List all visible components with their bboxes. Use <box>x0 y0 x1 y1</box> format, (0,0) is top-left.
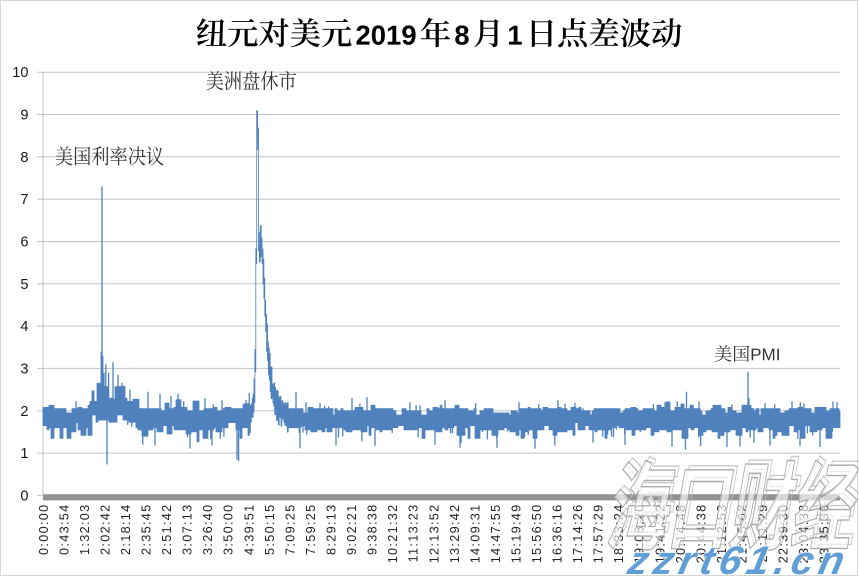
svg-text:11:13:23: 11:13:23 <box>407 504 421 563</box>
svg-text:2:51:42: 2:51:42 <box>160 504 174 555</box>
svg-text:8: 8 <box>20 150 28 166</box>
svg-text:9:38:38: 9:38:38 <box>366 504 380 555</box>
svg-text:3:50:00: 3:50:00 <box>222 504 236 555</box>
svg-text:9:02:21: 9:02:21 <box>345 504 359 555</box>
svg-text:7:59:25: 7:59:25 <box>304 504 318 555</box>
svg-text:3:07:13: 3:07:13 <box>181 504 195 555</box>
svg-text:2:02:42: 2:02:42 <box>99 504 113 555</box>
svg-text:2:18:14: 2:18:14 <box>119 504 133 555</box>
svg-text:5: 5 <box>20 277 28 293</box>
svg-text:5:50:15: 5:50:15 <box>263 504 277 555</box>
svg-text:0: 0 <box>20 488 28 504</box>
svg-text:13:29:42: 13:29:42 <box>448 504 462 564</box>
svg-text:16:36:16: 16:36:16 <box>551 504 565 564</box>
svg-text:10:21:32: 10:21:32 <box>386 504 400 564</box>
svg-text:15:56:50: 15:56:50 <box>530 504 544 564</box>
svg-text:17:57:29: 17:57:29 <box>592 504 606 564</box>
svg-text:2: 2 <box>20 404 28 420</box>
svg-text:0:43:54: 0:43:54 <box>57 504 71 555</box>
svg-text:1: 1 <box>20 446 28 462</box>
svg-text:6: 6 <box>20 235 28 251</box>
svg-text:10: 10 <box>12 65 28 81</box>
svg-text:1:32:03: 1:32:03 <box>78 504 92 555</box>
svg-text:0:00:00: 0:00:00 <box>37 504 51 555</box>
svg-text:14:09:31: 14:09:31 <box>468 504 482 564</box>
svg-text:3: 3 <box>20 361 28 377</box>
svg-text:7: 7 <box>20 192 28 208</box>
svg-text:3:26:40: 3:26:40 <box>201 504 215 555</box>
svg-text:7:09:25: 7:09:25 <box>283 504 297 555</box>
svg-text:9: 9 <box>20 108 28 124</box>
svg-text:14:47:55: 14:47:55 <box>489 504 503 564</box>
svg-text:4: 4 <box>20 319 28 335</box>
svg-text:zzrt61.cn: zzrt61.cn <box>623 537 854 577</box>
svg-text:2:35:45: 2:35:45 <box>140 504 154 555</box>
svg-text:15:19:49: 15:19:49 <box>510 504 524 564</box>
svg-text:17:14:26: 17:14:26 <box>571 504 585 564</box>
svg-text:4:39:51: 4:39:51 <box>242 504 256 555</box>
svg-text:12:13:52: 12:13:52 <box>427 504 441 564</box>
svg-text:8:29:13: 8:29:13 <box>325 504 339 555</box>
